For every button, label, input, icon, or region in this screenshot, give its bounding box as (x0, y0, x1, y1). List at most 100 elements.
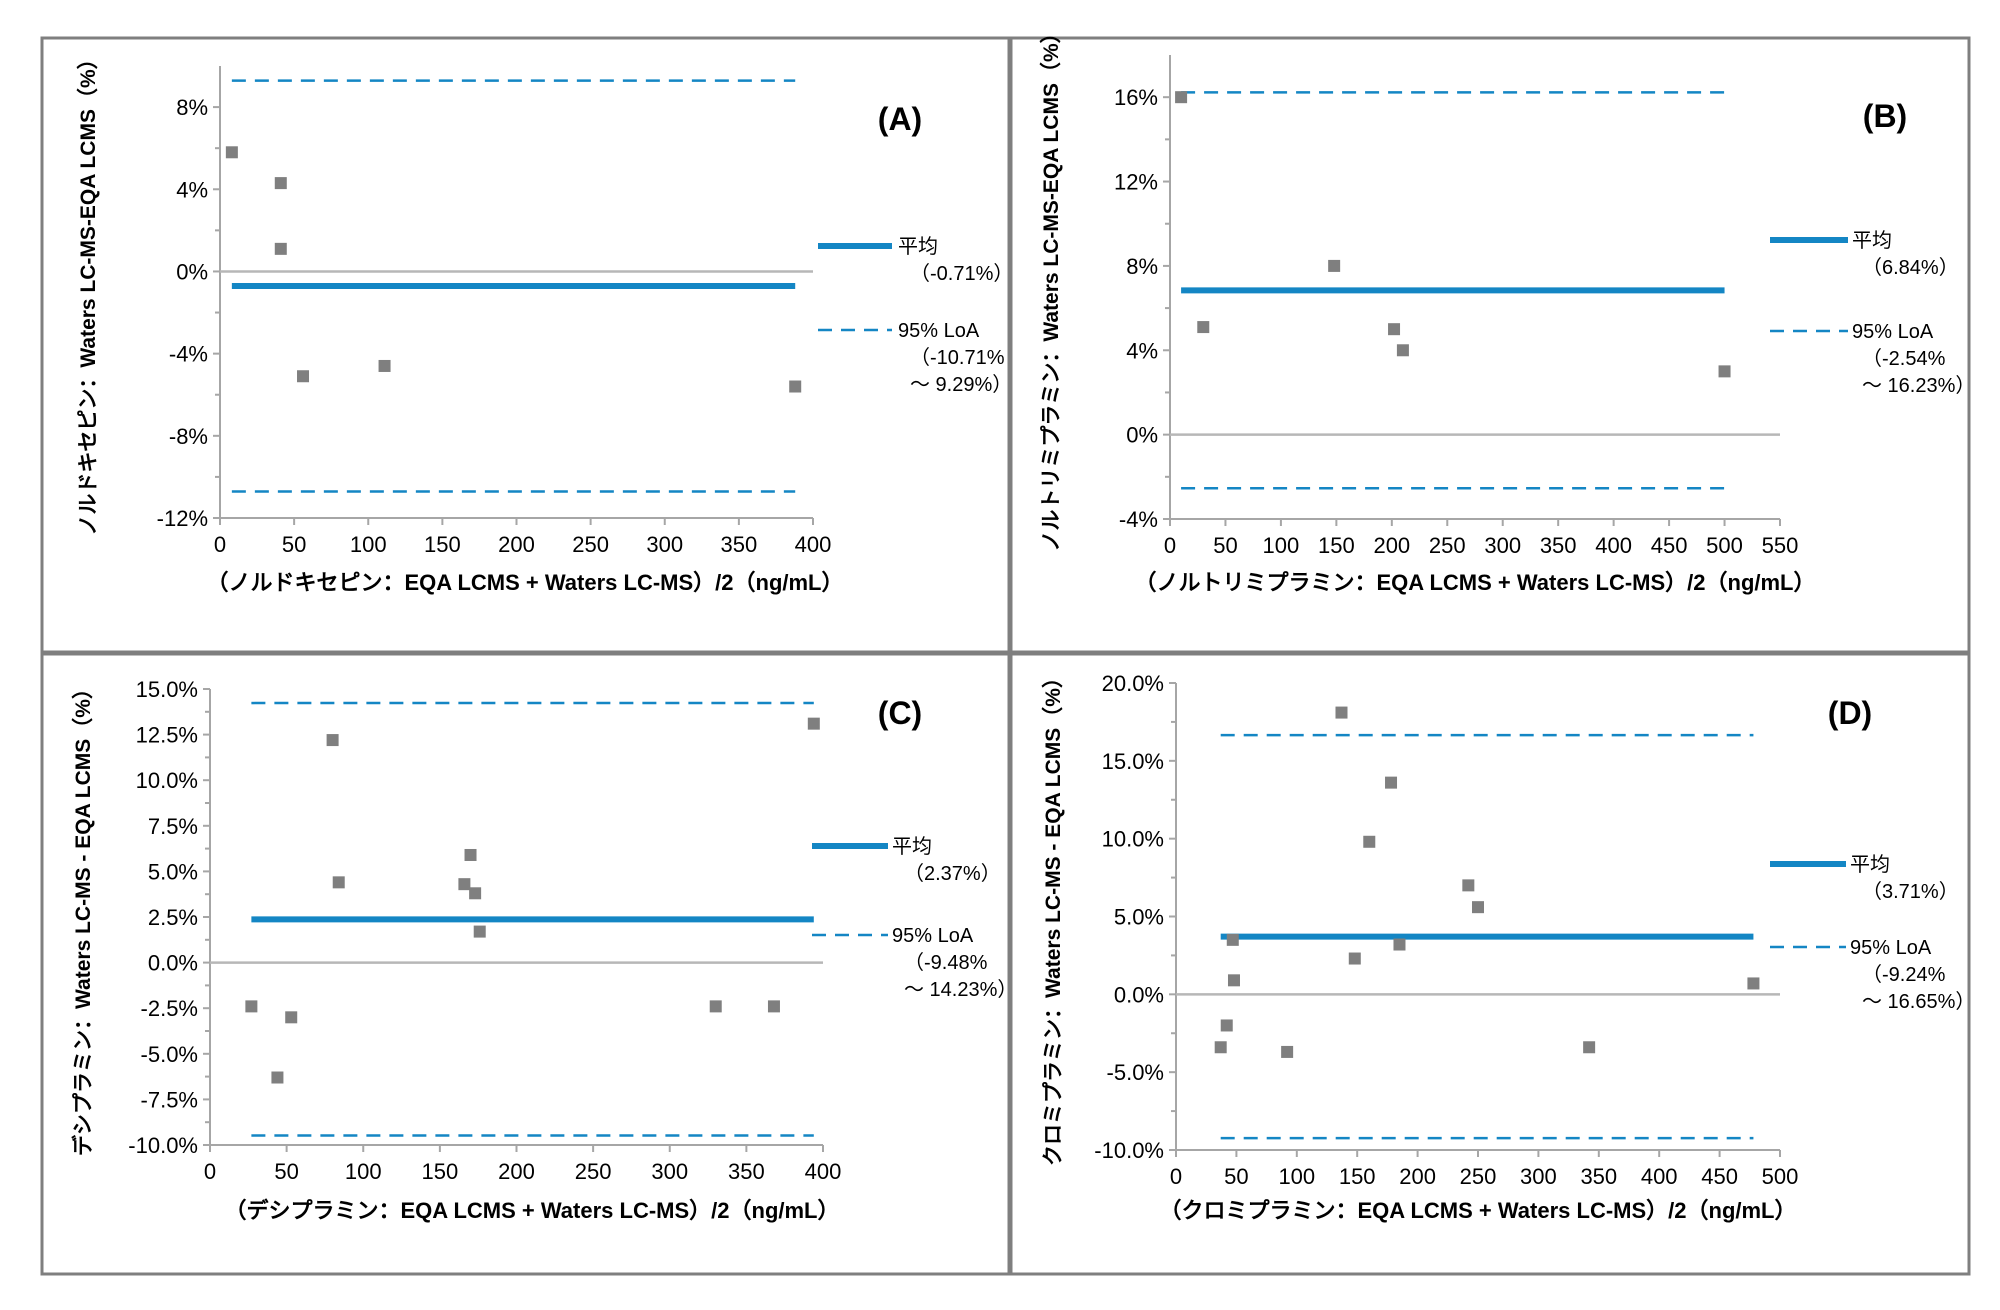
panel-c-border (40, 652, 1011, 1276)
x-tick-label: 150 (424, 532, 461, 557)
x-tick-label: 300 (1520, 1164, 1557, 1189)
data-point (473, 925, 486, 938)
panel-d-border (1009, 652, 1971, 1276)
panel-label: (C) (878, 695, 922, 731)
x-tick-label: 400 (1595, 533, 1632, 558)
data-point (297, 370, 310, 383)
y-tick-label: 4% (176, 177, 208, 202)
y-tick-label: -4% (169, 342, 208, 367)
data-point (225, 146, 238, 159)
y-tick-label: 8% (176, 95, 208, 120)
x-tick-label: 50 (1224, 1164, 1248, 1189)
x-tick-label: 200 (1399, 1164, 1436, 1189)
legend-loa-label: 95% LoA (1850, 937, 1932, 959)
y-tick-label: -4% (1119, 507, 1158, 532)
y-tick-label: 0% (1126, 423, 1158, 448)
data-point (271, 1071, 284, 1084)
legend: 平均 （3.71%） 95% LoA （-9.24% ～ 16.65%） (1770, 853, 1975, 1013)
y-axis-title: ノルトリミプラミン：Waters LC-MS-EQA LCMS（%） (1039, 22, 1063, 551)
data-point (1393, 938, 1406, 951)
panels: 8% 4% 0% -4% -8% -12% 0 50 100 150 200 250 300 350 400… (71, 22, 1975, 1223)
data-point (1385, 776, 1398, 789)
y-tick-label: -2.5% (141, 996, 198, 1021)
x-axis-title: （クロミプラミン：EQA LCMS + Waters LC-MS）/2（ng/m… (1159, 1198, 1796, 1223)
x-tick-label: 50 (1213, 533, 1237, 558)
y-tick-label: 12.5% (136, 723, 198, 748)
y-axis-title: ノルドキセピン：Waters LC-MS-EQA LCMS（%） (76, 48, 100, 535)
legend-loa-range-start: （-2.54% (1862, 347, 1946, 370)
data-point (1214, 1041, 1227, 1054)
y-tick-label: -12% (157, 506, 208, 531)
x-tick-label: 350 (728, 1159, 765, 1184)
y-tick-label: 15.0% (136, 677, 198, 702)
legend-loa-range-end: ～ 9.29%） (910, 373, 1012, 396)
y-tick-label: 8% (1126, 254, 1158, 279)
x-tick-label: 200 (498, 532, 535, 557)
data-point (1175, 91, 1188, 104)
y-tick-label: 5.0% (148, 859, 198, 884)
data-point (332, 876, 345, 889)
panel-a-border (40, 36, 1011, 654)
legend-mean-value: （2.37%） (904, 862, 1001, 885)
panel-b-border (1009, 36, 1971, 654)
x-tick-label: 500 (1706, 533, 1743, 558)
legend-mean-label: 平均 (1850, 853, 1890, 876)
legend-mean-value: （6.84%） (1862, 256, 1959, 279)
data-point (326, 734, 339, 747)
y-tick-label: 16% (1114, 85, 1158, 110)
x-tick-label: 250 (1460, 1164, 1497, 1189)
chart-panel-b: 16% 12% 8% 4% 0% -4%0 50 100 150 200 250 300 350 400 4… (1039, 22, 1975, 595)
data-point (1335, 706, 1348, 719)
x-tick-label: 350 (1540, 533, 1577, 558)
legend-loa-label: 95% LoA (1852, 321, 1934, 343)
panel-label: (B) (1863, 98, 1907, 134)
x-tick-label: 550 (1762, 533, 1799, 558)
x-tick-label: 150 (1318, 533, 1355, 558)
y-tick-label: 0.0% (148, 951, 198, 976)
legend-loa-range-start: （-9.24% (1862, 963, 1946, 986)
legend-loa-range-start: （-10.71% (910, 346, 1005, 369)
x-tick-label: 100 (1263, 533, 1300, 558)
data-point (1718, 365, 1731, 378)
data-point (1747, 977, 1760, 990)
y-tick-label: 15.0% (1102, 749, 1164, 774)
x-tick-label: 0 (204, 1159, 216, 1184)
x-tick-label: 400 (805, 1159, 842, 1184)
x-tick-label: 250 (1429, 533, 1466, 558)
y-tick-label: -7.5% (141, 1087, 198, 1112)
data-point (1472, 901, 1484, 914)
data-point (1220, 1019, 1233, 1032)
y-tick-label: 4% (1126, 338, 1158, 363)
data-point (1348, 952, 1361, 965)
legend-mean-label: 平均 (1852, 229, 1892, 252)
y-tick-label: -5.0% (1107, 1060, 1164, 1085)
y-tick-label: -10.0% (1094, 1138, 1164, 1163)
y-tick-label: 10.0% (136, 768, 198, 793)
y-tick-label: -10.0% (128, 1133, 198, 1158)
x-tick-label: 100 (345, 1159, 382, 1184)
x-tick-label: 450 (1701, 1164, 1738, 1189)
x-tick-label: 50 (282, 532, 306, 557)
y-tick-label: -8% (169, 424, 208, 449)
legend-loa-label: 95% LoA (898, 320, 980, 342)
legend-mean-value: （3.71%） (1862, 880, 1959, 903)
legend-mean-label: 平均 (898, 235, 938, 258)
panel-label: (A) (878, 101, 922, 137)
chart-panel-a: 8% 4% 0% -4% -8% -12%0 50 100 150 200 250 300 350 400… (76, 48, 1013, 595)
x-tick-label: 0 (1170, 1164, 1182, 1189)
y-tick-label: 12% (1114, 170, 1158, 195)
legend: 平均 （-0.71%） 95% LoA （-10.71% ～ 9.29%） (818, 235, 1013, 396)
x-axis-title: （ノルトリミプラミン：EQA LCMS + Waters LC-MS）/2（ng… (1134, 570, 1815, 595)
panel-label: (D) (1828, 695, 1872, 731)
data-point (1227, 974, 1240, 987)
legend: 平均 （6.84%） 95% LoA （-2.54% ～ 16.23%） (1770, 229, 1975, 397)
legend: 平均 （2.37%） 95% LoA （-9.48% ～ 14.23%） (812, 835, 1017, 1001)
x-tick-label: 400 (795, 532, 832, 557)
x-tick-label: 150 (422, 1159, 459, 1184)
x-tick-label: 250 (575, 1159, 612, 1184)
data-point (1363, 835, 1376, 848)
y-axis-title: クロミプラミン：Waters LC-MS - EQA LCMS（%） (1041, 667, 1065, 1166)
x-tick-label: 250 (572, 532, 609, 557)
legend-mean-value: （-0.71%） (910, 262, 1013, 285)
